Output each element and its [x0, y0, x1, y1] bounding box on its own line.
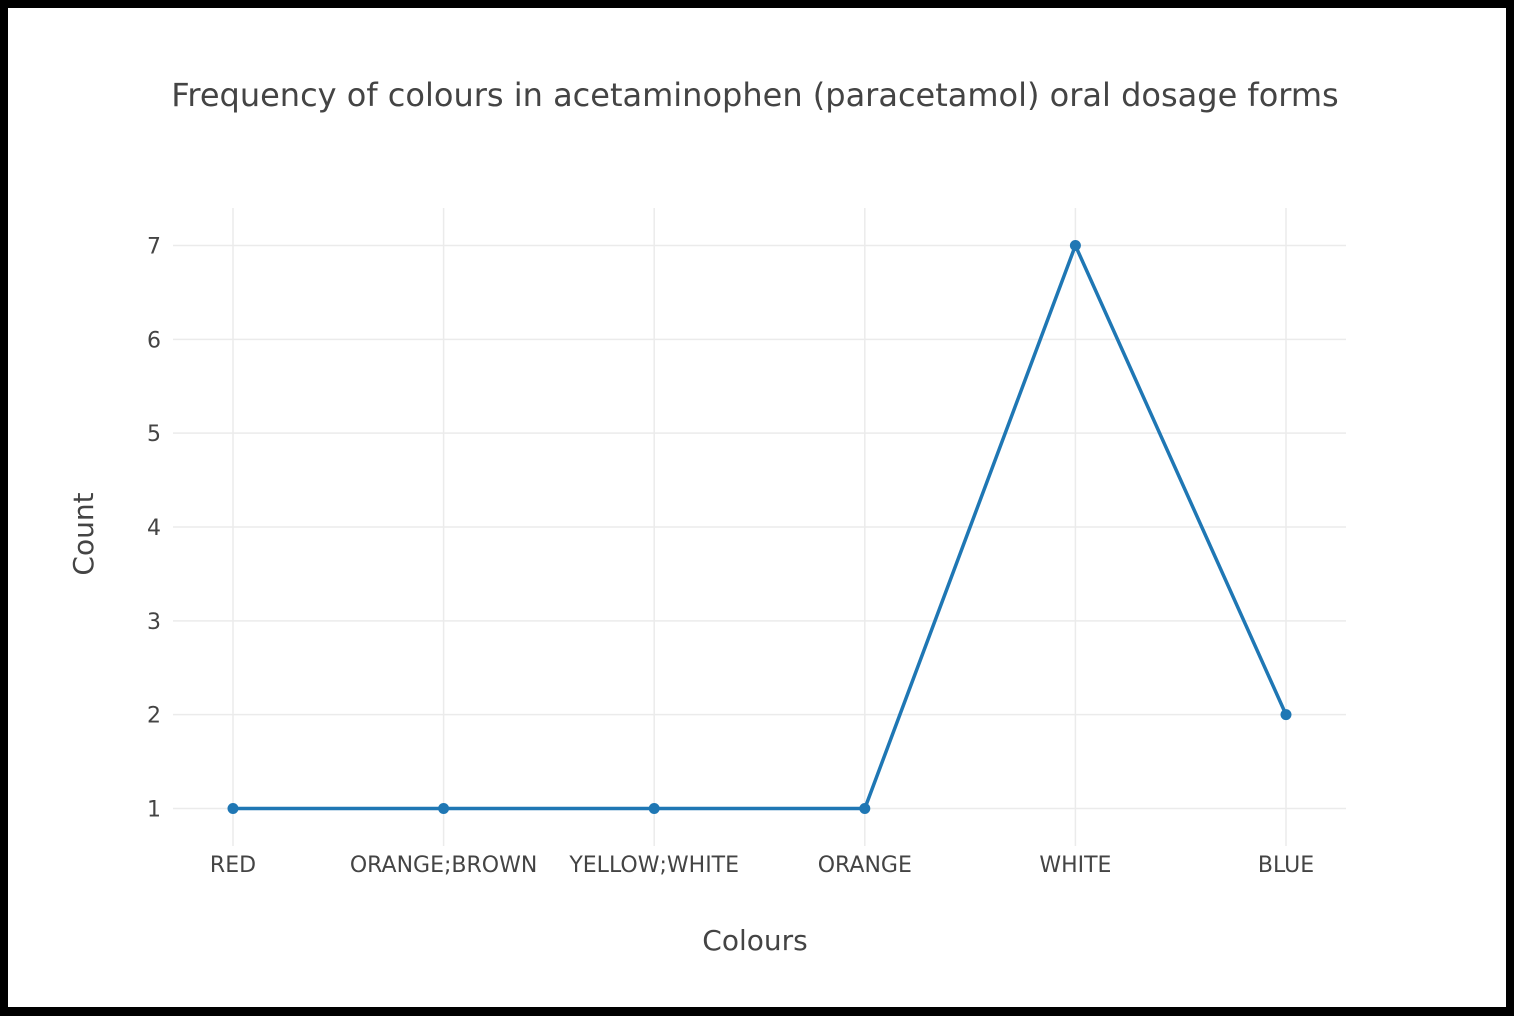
y-tick-label: 6: [147, 328, 161, 353]
y-tick-label: 2: [147, 704, 161, 729]
data-point-blue[interactable]: [1280, 709, 1292, 721]
x-tick-label: RED: [210, 853, 256, 878]
x-tick-label: ORANGE: [818, 853, 912, 878]
x-axis-title: Colours: [702, 924, 807, 957]
grid: [173, 208, 1346, 846]
chart-frame: Frequency of colours in acetaminophen (p…: [8, 8, 1506, 1007]
y-axis-title: Count: [67, 492, 100, 575]
y-tick-label: 5: [147, 422, 161, 447]
y-axis-ticks: 1 2 3 4 5 6 7: [147, 235, 161, 823]
data-point-yellow-white[interactable]: [648, 802, 660, 814]
data-point-red[interactable]: [227, 802, 239, 814]
y-tick-label: 4: [147, 516, 161, 541]
chart-title: Frequency of colours in acetaminophen (p…: [171, 76, 1338, 114]
x-tick-label: BLUE: [1258, 853, 1314, 878]
y-tick-label: 3: [147, 610, 161, 635]
data-point-orange[interactable]: [859, 802, 871, 814]
series-line: [233, 243, 1288, 811]
data-point-white[interactable]: [1069, 240, 1081, 252]
x-tick-label: ORANGE;BROWN: [350, 853, 537, 878]
data-point-orange-brown[interactable]: [438, 802, 450, 814]
y-tick-label: 7: [147, 235, 161, 260]
line-chart: Frequency of colours in acetaminophen (p…: [67, 76, 1346, 957]
y-tick-label: 1: [147, 797, 161, 822]
x-axis-ticks: RED ORANGE;BROWN YELLOW;WHITE ORANGE WHITE BL…: [210, 853, 1314, 878]
x-tick-label: YELLOW;WHITE: [568, 853, 739, 878]
series-layer: [227, 240, 1292, 814]
x-tick-label: WHITE: [1039, 853, 1111, 878]
